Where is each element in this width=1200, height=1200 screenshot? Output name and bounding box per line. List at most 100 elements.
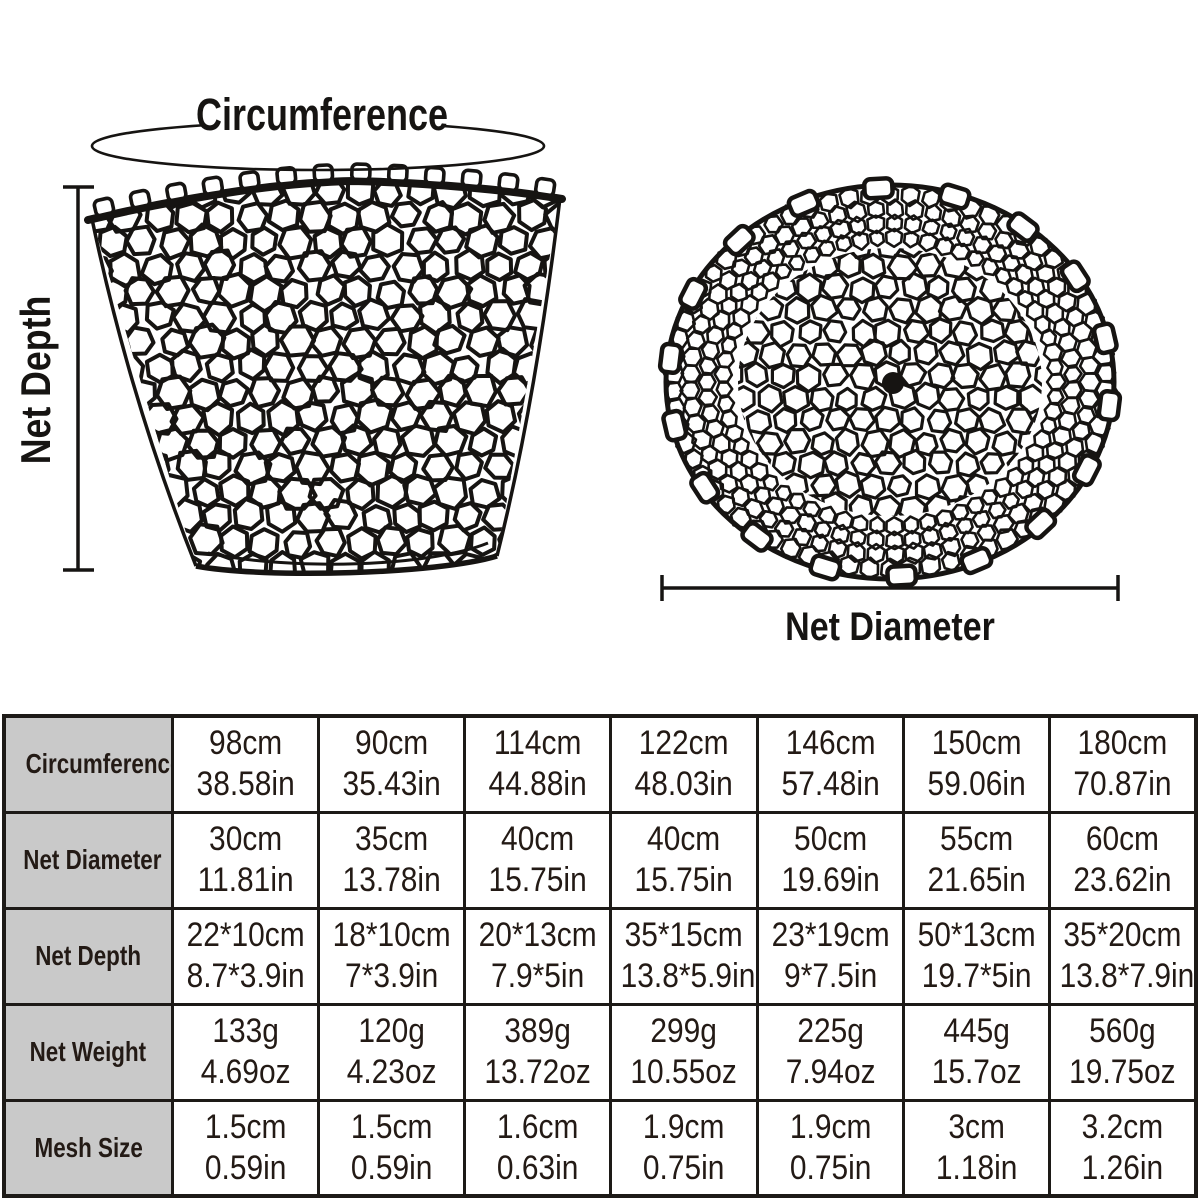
- metric-value: 133g: [182, 1011, 308, 1052]
- metric-value: 122cm: [621, 723, 747, 764]
- spec-cell: 40cm15.75in: [611, 812, 757, 908]
- row-header-mesh-size: Mesh Size: [4, 1100, 172, 1196]
- imperial-value: 15.75in: [475, 860, 601, 901]
- imperial-value: 70.87in: [1060, 764, 1186, 805]
- spec-cell: 50*13cm19.7*5in: [903, 908, 1049, 1004]
- metric-value: 150cm: [914, 723, 1040, 764]
- imperial-value: 48.03in: [621, 764, 747, 805]
- net-bottom-center-dot: [882, 372, 904, 394]
- imperial-value: 4.23oz: [328, 1052, 454, 1093]
- spec-cell: 55cm21.65in: [903, 812, 1049, 908]
- metric-value: 1.5cm: [328, 1107, 454, 1148]
- metric-value: 1.9cm: [621, 1107, 747, 1148]
- metric-value: 560g: [1060, 1011, 1186, 1052]
- row-header-net-depth: Net Depth: [4, 908, 172, 1004]
- row-header-net-weight: Net Weight: [4, 1004, 172, 1100]
- metric-value: 35cm: [328, 819, 454, 860]
- spec-cell: 299g10.55oz: [611, 1004, 757, 1100]
- imperial-value: 19.7*5in: [914, 956, 1040, 997]
- imperial-value: 9*7.5in: [767, 956, 893, 997]
- row-header-label: Net Depth: [35, 940, 141, 972]
- net-top-view-illustration: [659, 178, 1120, 586]
- imperial-value: 13.72oz: [475, 1052, 601, 1093]
- metric-value: 120g: [328, 1011, 454, 1052]
- spec-cell: 30cm11.81in: [172, 812, 318, 908]
- row-header-net-diameter: Net Diameter: [4, 812, 172, 908]
- metric-value: 180cm: [1060, 723, 1186, 764]
- net-side-view-illustration: [64, 164, 594, 610]
- spec-row-circumference: Circumference98cm38.58in90cm35.43in 114cm…: [4, 716, 1196, 812]
- spec-cell: 560g19.75oz: [1050, 1004, 1196, 1100]
- spec-table-section: Circumference98cm38.58in90cm35.43in 114cm…: [2, 714, 1198, 1197]
- net-diameter-label: Net Diameter: [785, 603, 995, 648]
- metric-value: 1.9cm: [767, 1107, 893, 1148]
- metric-value: 98cm: [182, 723, 308, 764]
- spec-cell: 1.5cm0.59in: [172, 1100, 318, 1196]
- metric-value: 50cm: [767, 819, 893, 860]
- imperial-value: 19.75oz: [1060, 1052, 1186, 1093]
- metric-value: 30cm: [182, 819, 308, 860]
- metric-value: 3cm: [914, 1107, 1040, 1148]
- spec-cell: 98cm38.58in: [172, 716, 318, 812]
- metric-value: 35*15cm: [621, 915, 747, 956]
- imperial-value: 7*3.9in: [328, 956, 454, 997]
- spec-cell: 389g13.72oz: [465, 1004, 611, 1100]
- spec-cell: 50cm19.69in: [757, 812, 903, 908]
- spec-cell: 1.6cm0.63in: [465, 1100, 611, 1196]
- metric-value: 50*13cm: [914, 915, 1040, 956]
- imperial-value: 15.7oz: [914, 1052, 1040, 1093]
- imperial-value: 0.63in: [475, 1148, 601, 1189]
- imperial-value: 13.8*7.9in: [1060, 956, 1186, 997]
- metric-value: 114cm: [475, 723, 601, 764]
- spec-cell: 1.5cm0.59in: [318, 1100, 464, 1196]
- imperial-value: 23.62in: [1060, 860, 1186, 901]
- imperial-value: 10.55oz: [621, 1052, 747, 1093]
- imperial-value: 15.75in: [621, 860, 747, 901]
- imperial-value: 59.06in: [914, 764, 1040, 805]
- metric-value: 146cm: [767, 723, 893, 764]
- imperial-value: 0.75in: [621, 1148, 747, 1189]
- metric-value: 18*10cm: [328, 915, 454, 956]
- net-depth-measure-line: [63, 187, 94, 570]
- metric-value: 23*19cm: [767, 915, 893, 956]
- imperial-value: 1.18in: [914, 1148, 1040, 1189]
- imperial-value: 8.7*3.9in: [182, 956, 308, 997]
- spec-cell: 1.9cm0.75in: [757, 1100, 903, 1196]
- spec-cell: 90cm35.43in: [318, 716, 464, 812]
- spec-cell: 1.9cm0.75in: [611, 1100, 757, 1196]
- imperial-value: 0.59in: [328, 1148, 454, 1189]
- imperial-value: 4.69oz: [182, 1052, 308, 1093]
- row-header-label: Mesh Size: [34, 1132, 142, 1164]
- imperial-value: 19.69in: [767, 860, 893, 901]
- imperial-value: 57.48in: [767, 764, 893, 805]
- spec-cell: 120g4.23oz: [318, 1004, 464, 1100]
- metric-value: 225g: [767, 1011, 893, 1052]
- metric-value: 40cm: [475, 819, 601, 860]
- imperial-value: 0.75in: [767, 1148, 893, 1189]
- imperial-value: 1.26in: [1060, 1148, 1186, 1189]
- metric-value: 60cm: [1060, 819, 1186, 860]
- spec-cell: 122cm48.03in: [611, 716, 757, 812]
- spec-table: Circumference98cm38.58in90cm35.43in 114cm…: [2, 714, 1198, 1198]
- circumference-label: Circumference: [196, 89, 448, 140]
- metric-value: 40cm: [621, 819, 747, 860]
- imperial-value: 35.43in: [328, 764, 454, 805]
- spec-cell: 60cm23.62in: [1050, 812, 1196, 908]
- metric-value: 299g: [621, 1011, 747, 1052]
- spec-cell: 18*10cm7*3.9in: [318, 908, 464, 1004]
- imperial-value: 44.88in: [475, 764, 601, 805]
- spec-cell: 23*19cm9*7.5in: [757, 908, 903, 1004]
- net-dimension-diagram: Circumference Net Depth Net Diameter: [0, 0, 1200, 714]
- spec-cell: 146cm57.48in: [757, 716, 903, 812]
- metric-value: 445g: [914, 1011, 1040, 1052]
- spec-row-net-depth: Net Depth22*10cm8.7*3.9in18*10cm7*3.9in2…: [4, 908, 1196, 1004]
- row-header-label: Circumference: [26, 748, 172, 780]
- metric-value: 22*10cm: [182, 915, 308, 956]
- imperial-value: 13.78in: [328, 860, 454, 901]
- net-depth-label: Net Depth: [13, 296, 59, 465]
- spec-cell: 35cm13.78in: [318, 812, 464, 908]
- imperial-value: 13.8*5.9in: [621, 956, 747, 997]
- row-header-circumference: Circumference: [4, 716, 172, 812]
- metric-value: 20*13cm: [475, 915, 601, 956]
- imperial-value: 0.59in: [182, 1148, 308, 1189]
